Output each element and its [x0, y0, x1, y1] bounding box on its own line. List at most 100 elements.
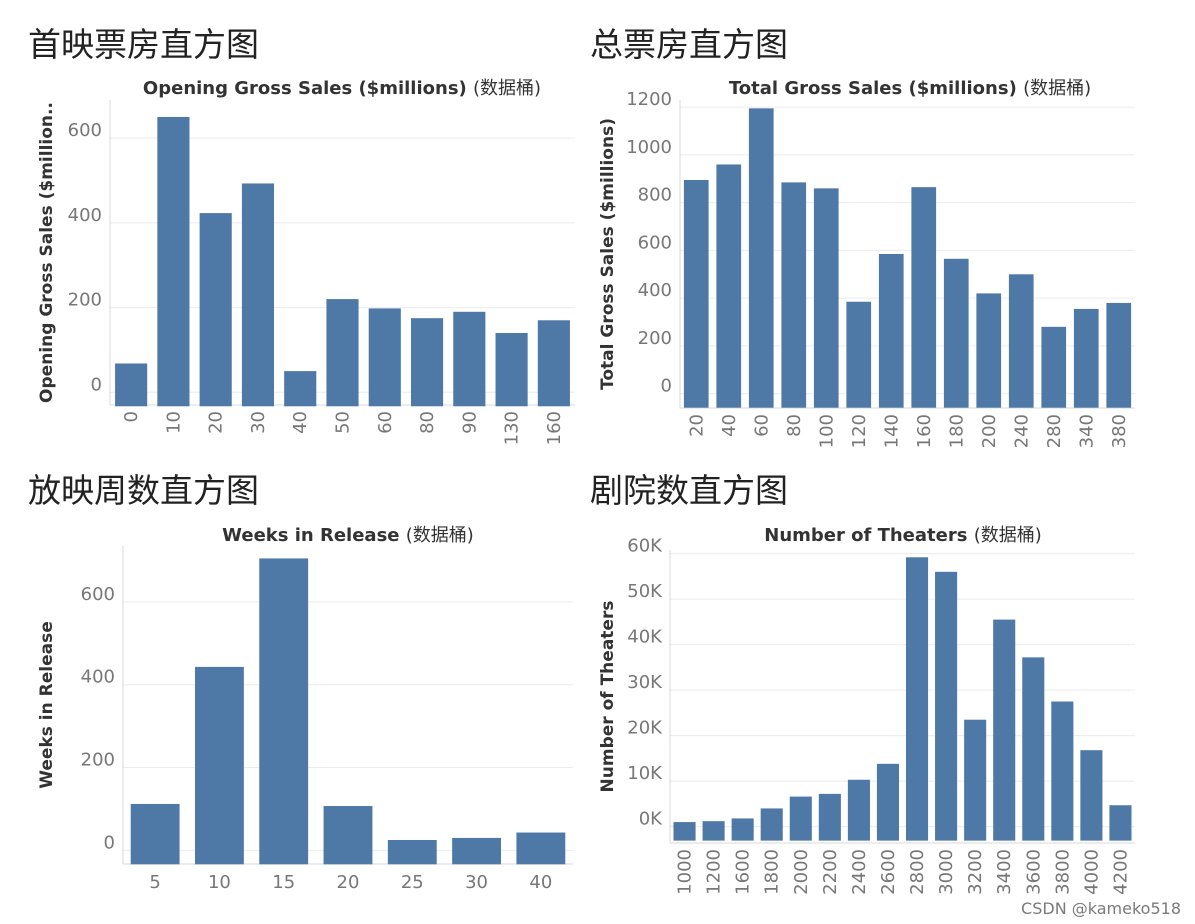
bar — [1022, 657, 1045, 841]
x-tick-label: 30 — [465, 872, 488, 893]
chart-total-gross: 0 200 400 600 800 1000 1200 20 40 60 80 100 120 140 16… — [598, 78, 1135, 448]
x-tick-label: 5 — [149, 872, 160, 893]
x-tick-label: 40 — [529, 872, 552, 893]
x-tick-label: 1600 — [733, 849, 754, 895]
x-tick-label: 50 — [333, 411, 354, 434]
x-tick-label: 140 — [881, 414, 902, 448]
x-tick-label: 20 — [206, 411, 227, 434]
x-tick-label: 40 — [290, 411, 311, 434]
chart-theaters: 0K 10K 20K 30K 40K 50K 60K 1000 1200 1600 1800 2000… — [598, 525, 1135, 895]
chart-title-suffix: (数据桶) — [473, 78, 541, 99]
bar — [964, 719, 987, 841]
y-tick-label: 400 — [81, 667, 115, 688]
x-tick-label: 60 — [375, 411, 396, 434]
heading-number-of-theaters: 剧院数直方图 — [590, 471, 788, 510]
chart-title-main: Total Gross Sales ($millions) — [729, 78, 1023, 99]
y-tick-label: 0 — [91, 374, 102, 395]
x-tick-label: 200 — [979, 414, 1000, 448]
x-tick-label: 80 — [784, 414, 805, 437]
bar — [1051, 701, 1074, 841]
heading-total-gross: 总票房直方图 — [590, 25, 788, 64]
bar — [905, 557, 929, 841]
bar — [241, 183, 275, 407]
y-tick-label: 10K — [627, 763, 663, 784]
bar — [1109, 805, 1132, 841]
bar — [813, 188, 839, 408]
chart-opening-gross: 0 200 400 600 0 10 20 30 40 50 60 80 90 130 160 Opening… — [37, 78, 575, 445]
chart-title-main: Weeks in Release — [222, 525, 406, 546]
bar — [1041, 326, 1067, 408]
x-tick-label: 280 — [1044, 414, 1065, 448]
bar — [195, 666, 244, 865]
y-tick-label: 30K — [627, 672, 663, 693]
x-tick-label: 20 — [337, 872, 360, 893]
bar — [818, 793, 841, 841]
bar — [495, 332, 528, 407]
x-tick-label: 4200 — [1110, 849, 1131, 895]
chart-title: Number of Theaters (数据桶) — [764, 525, 1042, 546]
y-tick-label: 600 — [638, 232, 672, 253]
x-tick-label: 1800 — [762, 849, 783, 895]
y-tick-label: 0 — [104, 832, 115, 853]
bar — [368, 308, 401, 407]
x-tick-label: 100 — [816, 414, 837, 448]
bar — [993, 619, 1016, 841]
bar — [976, 293, 1002, 408]
x-tick-label: 10 — [163, 411, 184, 434]
y-tick-label: 60K — [627, 536, 663, 557]
bar — [731, 818, 754, 841]
chart-title-suffix: (数据桶) — [974, 525, 1042, 546]
bar — [781, 182, 807, 408]
chart-weeks: 0 200 400 600 5 10 15 20 25 30 40 Weeks in Release … — [37, 525, 573, 893]
y-tick-label: 400 — [638, 280, 672, 301]
x-tick-label: 60 — [751, 414, 772, 437]
bar — [702, 821, 725, 841]
x-tick-label: 90 — [459, 411, 480, 434]
chart-title: Total Gross Sales ($millions) (数据桶) — [729, 78, 1091, 99]
bar — [452, 837, 501, 865]
bar — [716, 164, 742, 408]
x-tick-label: 380 — [1109, 414, 1130, 448]
bar — [846, 301, 872, 408]
bar — [748, 108, 774, 408]
x-tick-label: 3400 — [994, 849, 1015, 895]
x-tick-label: 3000 — [936, 849, 957, 895]
y-tick-label: 600 — [68, 120, 102, 141]
bar — [157, 116, 190, 407]
bar — [911, 187, 937, 408]
x-tick-label: 120 — [849, 414, 870, 448]
bar — [537, 320, 570, 407]
bar — [943, 258, 969, 408]
x-tick-label: 340 — [1076, 414, 1097, 448]
bar — [326, 299, 359, 407]
chart-title-suffix: (数据桶) — [1023, 78, 1091, 99]
x-tick-label: 3600 — [1023, 849, 1044, 895]
x-tick-label: 2000 — [791, 849, 812, 895]
y-tick-label: 1000 — [626, 137, 672, 158]
bar — [199, 213, 232, 407]
y-tick-label: 200 — [638, 328, 672, 349]
x-tick-label: 4000 — [1081, 849, 1102, 895]
y-axis-label: Number of Theaters — [598, 601, 618, 793]
y-axis-label: Weeks in Release — [37, 621, 57, 789]
x-tick-label: 3800 — [1052, 849, 1073, 895]
bar — [259, 558, 309, 865]
bar — [130, 803, 180, 865]
y-tick-label: 1200 — [626, 89, 672, 110]
x-tick-label: 0 — [121, 411, 142, 422]
heading-opening-gross: 首映票房直方图 — [28, 25, 259, 64]
chart-title-suffix: (数据桶) — [406, 525, 474, 546]
bar — [1106, 302, 1132, 408]
y-axis-label: Opening Gross Sales ($million.. — [37, 102, 57, 403]
heading-weeks-in-release: 放映周数直方图 — [28, 471, 259, 510]
y-axis-label: Total Gross Sales ($millions) — [598, 118, 618, 390]
bar — [876, 763, 900, 841]
x-tick-label: 15 — [272, 872, 295, 893]
x-tick-label: 2400 — [849, 849, 870, 895]
x-tick-label: 2200 — [820, 849, 841, 895]
bar — [789, 796, 812, 841]
x-tick-label: 1200 — [704, 849, 725, 895]
x-tick-label: 10 — [208, 872, 231, 893]
y-tick-label: 200 — [81, 750, 115, 771]
